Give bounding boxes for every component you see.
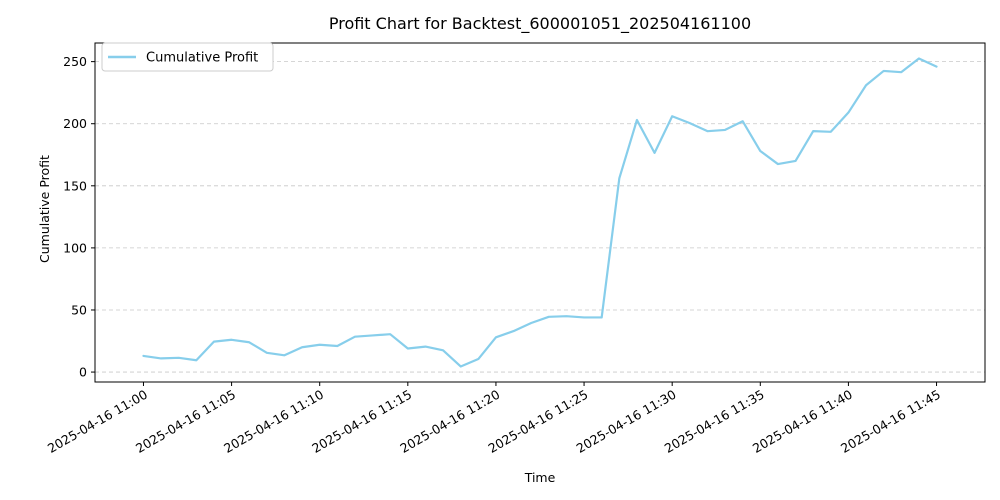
data-point <box>918 57 920 59</box>
data-point <box>689 122 691 124</box>
data-point <box>636 119 638 121</box>
data-point <box>759 150 761 152</box>
data-point <box>160 357 162 359</box>
y-tick-label-100: 100 <box>63 240 87 255</box>
data-point <box>742 120 744 122</box>
data-point <box>601 316 603 318</box>
data-point <box>178 357 180 359</box>
data-point <box>354 336 356 338</box>
data-point <box>283 354 285 356</box>
data-point <box>865 84 867 86</box>
data-point <box>706 130 708 132</box>
legend-label-cumulative-profit: Cumulative Profit <box>146 51 258 66</box>
series-line-cumulative-profit <box>142 57 938 368</box>
plot-area-frame <box>94 42 986 383</box>
series-layer <box>142 57 938 368</box>
data-point <box>847 111 849 113</box>
data-point <box>512 330 514 332</box>
data-point <box>653 152 655 154</box>
data-point <box>883 70 885 72</box>
x-tick-label-9: 2025-04-16 11:45 <box>838 387 943 456</box>
data-point <box>548 316 550 318</box>
data-point <box>266 352 268 354</box>
data-point <box>530 322 532 324</box>
legend-box <box>101 42 274 72</box>
data-point <box>583 316 585 318</box>
data-point <box>248 341 250 343</box>
data-point <box>442 349 444 351</box>
y-tick-label-200: 200 <box>63 116 87 131</box>
data-point <box>495 336 497 338</box>
data-point <box>213 341 215 343</box>
data-point <box>389 333 391 335</box>
y-tick-label-250: 250 <box>63 54 87 69</box>
legend: Cumulative Profit <box>101 42 274 72</box>
data-point <box>565 315 567 317</box>
data-point <box>671 115 673 117</box>
data-point <box>371 334 373 336</box>
data-point <box>724 129 726 131</box>
y-tick-label-150: 150 <box>63 178 87 193</box>
data-point <box>477 358 479 360</box>
y-tick-label-50: 50 <box>71 302 87 317</box>
data-point <box>230 339 232 341</box>
y-tick-label-0: 0 <box>79 365 87 380</box>
data-point <box>336 345 338 347</box>
data-point <box>319 344 321 346</box>
y-axis-label: Cumulative Profit <box>37 155 52 263</box>
data-point <box>407 347 409 349</box>
data-point <box>424 346 426 348</box>
data-point <box>812 130 814 132</box>
data-point <box>777 163 779 165</box>
data-point <box>794 160 796 162</box>
data-point <box>195 359 197 361</box>
data-point <box>830 131 832 133</box>
data-point <box>618 177 620 179</box>
y-axis-ticks: 0 50 100 150 200 250 <box>63 54 95 380</box>
data-point <box>900 71 902 73</box>
data-point <box>142 355 144 357</box>
data-point <box>460 365 462 367</box>
data-point <box>935 65 937 67</box>
data-point <box>301 346 303 348</box>
chart-title: Profit Chart for Backtest_600001051_2025… <box>329 14 751 34</box>
x-axis-label: Time <box>524 470 556 485</box>
